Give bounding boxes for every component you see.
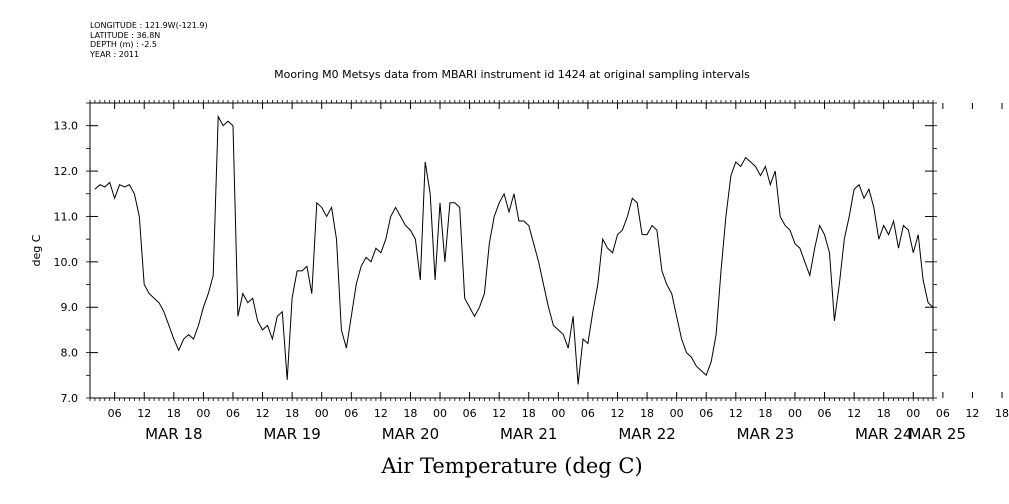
x-hour-tick-label: 18	[995, 407, 1009, 420]
x-hour-tick-label: 12	[256, 407, 270, 420]
x-hour-tick-label: 00	[670, 407, 684, 420]
x-hour-tick-label: 12	[492, 407, 506, 420]
x-hour-tick-label: 00	[433, 407, 447, 420]
x-day-label: MAR 20	[382, 425, 439, 443]
x-hour-tick-label: 00	[906, 407, 920, 420]
air-temperature-series-line	[94, 114, 934, 385]
x-hour-tick-label: 18	[758, 407, 772, 420]
x-hour-tick-label: 00	[788, 407, 802, 420]
y-tick-label: 10.0	[54, 256, 79, 269]
depth-label: DEPTH (m) : -2.5	[90, 40, 157, 49]
x-day-label: MAR 21	[500, 425, 557, 443]
x-hour-tick-label: 12	[137, 407, 151, 420]
y-tick-label: 9.0	[61, 301, 79, 314]
x-hour-tick-label: 12	[729, 407, 743, 420]
latitude-label: LATITUDE : 36.8N	[90, 30, 161, 40]
x-hour-tick-label: 06	[818, 407, 832, 420]
x-day-label: MAR 24	[855, 425, 912, 443]
x-hour-tick-label: 06	[463, 407, 477, 420]
x-day-label: MAR 25	[909, 425, 966, 443]
x-hour-tick-label: 00	[551, 407, 565, 420]
x-hour-tick-label: 06	[581, 407, 595, 420]
x-hour-tick-label: 12	[847, 407, 861, 420]
x-hour-tick-label: 18	[522, 407, 536, 420]
x-hour-tick-label: 12	[965, 407, 979, 420]
y-tick-label: 11.0	[54, 210, 79, 223]
x-hour-tick-label: 12	[374, 407, 388, 420]
x-hour-tick-label: 06	[108, 407, 122, 420]
x-hour-tick-label: 00	[315, 407, 329, 420]
x-hour-tick-label: 18	[640, 407, 654, 420]
x-hour-tick-label: 18	[167, 407, 181, 420]
y-axis-label: deg C	[30, 234, 43, 266]
y-tick-label: 12.0	[54, 165, 79, 178]
x-hour-tick-label: 06	[226, 407, 240, 420]
chart-xlabel: Air Temperature (deg C)	[381, 454, 643, 478]
y-tick-label: 13.0	[54, 120, 79, 133]
x-hour-tick-label: 06	[344, 407, 358, 420]
x-hour-tick-label: 18	[403, 407, 417, 420]
x-day-label: MAR 19	[263, 425, 320, 443]
station-metadata: LONGITUDE : 121.9W(-121.9) LATITUDE : 36…	[90, 21, 208, 59]
y-tick-label: 7.0	[61, 392, 79, 405]
year-label: YEAR : 2011	[90, 49, 140, 59]
x-hour-tick-label: 06	[936, 407, 950, 420]
x-day-label: MAR 22	[618, 425, 675, 443]
x-day-label: MAR 23	[737, 425, 794, 443]
chart-title: Mooring M0 Metsys data from MBARI instru…	[274, 68, 750, 81]
plot-frame	[89, 102, 934, 399]
x-hour-tick-label: 00	[196, 407, 210, 420]
y-tick-label: 8.0	[61, 347, 79, 360]
x-day-label: MAR 18	[145, 425, 202, 443]
x-hour-tick-label: 18	[877, 407, 891, 420]
longitude-label: LONGITUDE : 121.9W(-121.9)	[90, 21, 208, 30]
x-hour-tick-label: 06	[699, 407, 713, 420]
x-hour-tick-label: 18	[285, 407, 299, 420]
x-hour-tick-label: 12	[610, 407, 624, 420]
